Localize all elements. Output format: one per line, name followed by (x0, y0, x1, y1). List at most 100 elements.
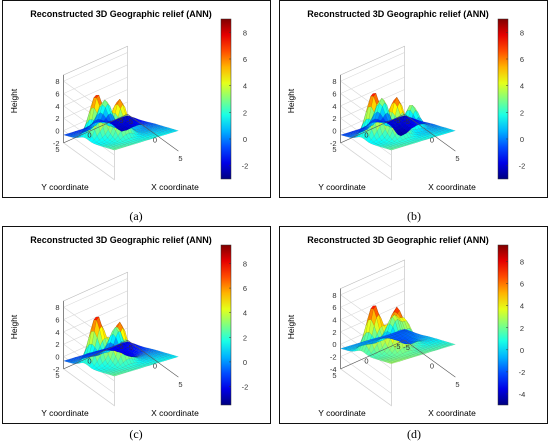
surface-patch (399, 126, 405, 133)
surface-patch (408, 136, 414, 140)
x-tick-label: 5 (455, 154, 459, 163)
caption-d: (d) (407, 427, 421, 441)
y-tick-label: 0 (364, 357, 368, 366)
colorbar (220, 244, 232, 406)
surface-patch (112, 355, 119, 366)
surface-patch (148, 124, 156, 127)
surface-patch (155, 352, 163, 355)
surface-patch (122, 359, 129, 367)
z-tick-label: 8 (332, 77, 336, 86)
surface-patch (144, 349, 151, 352)
surface-patch (86, 108, 92, 125)
z-tick-label: -2 (330, 353, 337, 362)
z-tick-label: 8 (332, 291, 336, 300)
surface-patch (397, 136, 403, 142)
z-tick-label: 6 (332, 303, 336, 312)
surface-patch (105, 144, 112, 147)
y-tick-label: 0 (87, 131, 91, 140)
y-tick-label: 5 (55, 371, 59, 380)
surface-patch (109, 346, 116, 349)
surface-patch (127, 140, 134, 143)
surface-patch (109, 147, 116, 150)
surface-patch (137, 348, 144, 352)
colorbar-tick-label: 6 (243, 55, 247, 64)
surface-plot-b: Reconstructed 3D Geographic relief (ANN)… (286, 9, 526, 192)
surface-patch (125, 120, 132, 125)
axis-base-edge (340, 113, 456, 152)
x-tick-label: -5 (403, 117, 410, 126)
z-tick-label: 2 (55, 340, 59, 349)
surface-patch (373, 343, 380, 354)
colorbar-tick-label: 4 (520, 82, 524, 91)
surface-patch (433, 345, 440, 348)
z-tick-label: 0 (332, 340, 336, 349)
surface-patch (148, 126, 155, 128)
x-tick-label: 0 (430, 362, 434, 371)
surface-patch (398, 116, 405, 119)
surface-patch (375, 305, 382, 319)
surface-patch (96, 104, 103, 116)
surface-patch (128, 137, 135, 141)
surface-patch (429, 348, 437, 351)
surface-patch (382, 128, 388, 139)
axes-frame (63, 74, 179, 152)
surface-patch (363, 123, 370, 128)
surface-patch (444, 343, 451, 346)
surface-patch (411, 341, 417, 345)
colorbar-tick-label: 4 (243, 309, 247, 318)
surface-patch (109, 373, 116, 376)
surface-patch (430, 125, 437, 128)
surface-patch (398, 142, 405, 145)
surface-patch (401, 115, 408, 118)
surface-patch (97, 329, 103, 347)
colorbar-tick-label: 0 (243, 135, 247, 144)
surface-patch (418, 136, 426, 139)
surface-patch (412, 332, 419, 336)
surface-patch (115, 103, 121, 118)
x-tick-label: 5 (178, 154, 182, 163)
surface-patch (110, 333, 117, 345)
chart-title: Reconstructed 3D Geographic relief (ANN) (30, 9, 212, 19)
surface-patch (380, 141, 387, 145)
surface-patch (147, 127, 155, 130)
y-tick-label: -5 (394, 342, 401, 351)
y-tick-label: 0 (87, 357, 91, 366)
colorbar-tick-label: 0 (520, 135, 524, 144)
surface-patch (100, 113, 107, 122)
surface-patch (393, 126, 400, 131)
colorbar (497, 244, 509, 406)
surface-patch (363, 345, 370, 355)
surface-patch (96, 139, 103, 144)
surface-patch (388, 337, 395, 340)
surface-mesh (63, 316, 179, 377)
caption-c: (c) (129, 427, 143, 441)
colorbar-tick-label: -2 (519, 162, 526, 171)
surface-patch (121, 342, 128, 345)
surface-plot-d: Reconstructed 3D Geographic relief (ANN)… (286, 235, 525, 418)
surface-patch (402, 120, 409, 125)
surface-patch (124, 115, 131, 118)
surface-patch (374, 337, 382, 339)
z-tick-label: 8 (55, 303, 59, 312)
surface-patch (384, 323, 391, 334)
surface-patch (431, 124, 438, 127)
chart-title: Reconstructed 3D Geographic relief (ANN) (307, 9, 489, 19)
surface-patch (360, 126, 367, 129)
surface-patch (74, 130, 81, 133)
surface-patch (428, 123, 436, 126)
surface-patch (371, 120, 378, 137)
surface-patch (125, 346, 132, 351)
surface-patch (155, 354, 162, 357)
surface-patch (378, 353, 385, 358)
surface-patch (158, 358, 166, 361)
surface-patch (435, 125, 443, 128)
x-tick-label: -5 (126, 343, 133, 352)
y-axis-label: Y coordinate (41, 182, 89, 192)
surface-plot-c: Reconstructed 3D Geographic relief (ANN)… (9, 235, 248, 418)
z-axis-label: Height (286, 314, 296, 339)
surface-patch (391, 120, 398, 124)
surface-patch (97, 370, 105, 373)
surface-patch (425, 131, 433, 134)
surface-patch (374, 144, 382, 147)
surface-patch (389, 145, 397, 148)
